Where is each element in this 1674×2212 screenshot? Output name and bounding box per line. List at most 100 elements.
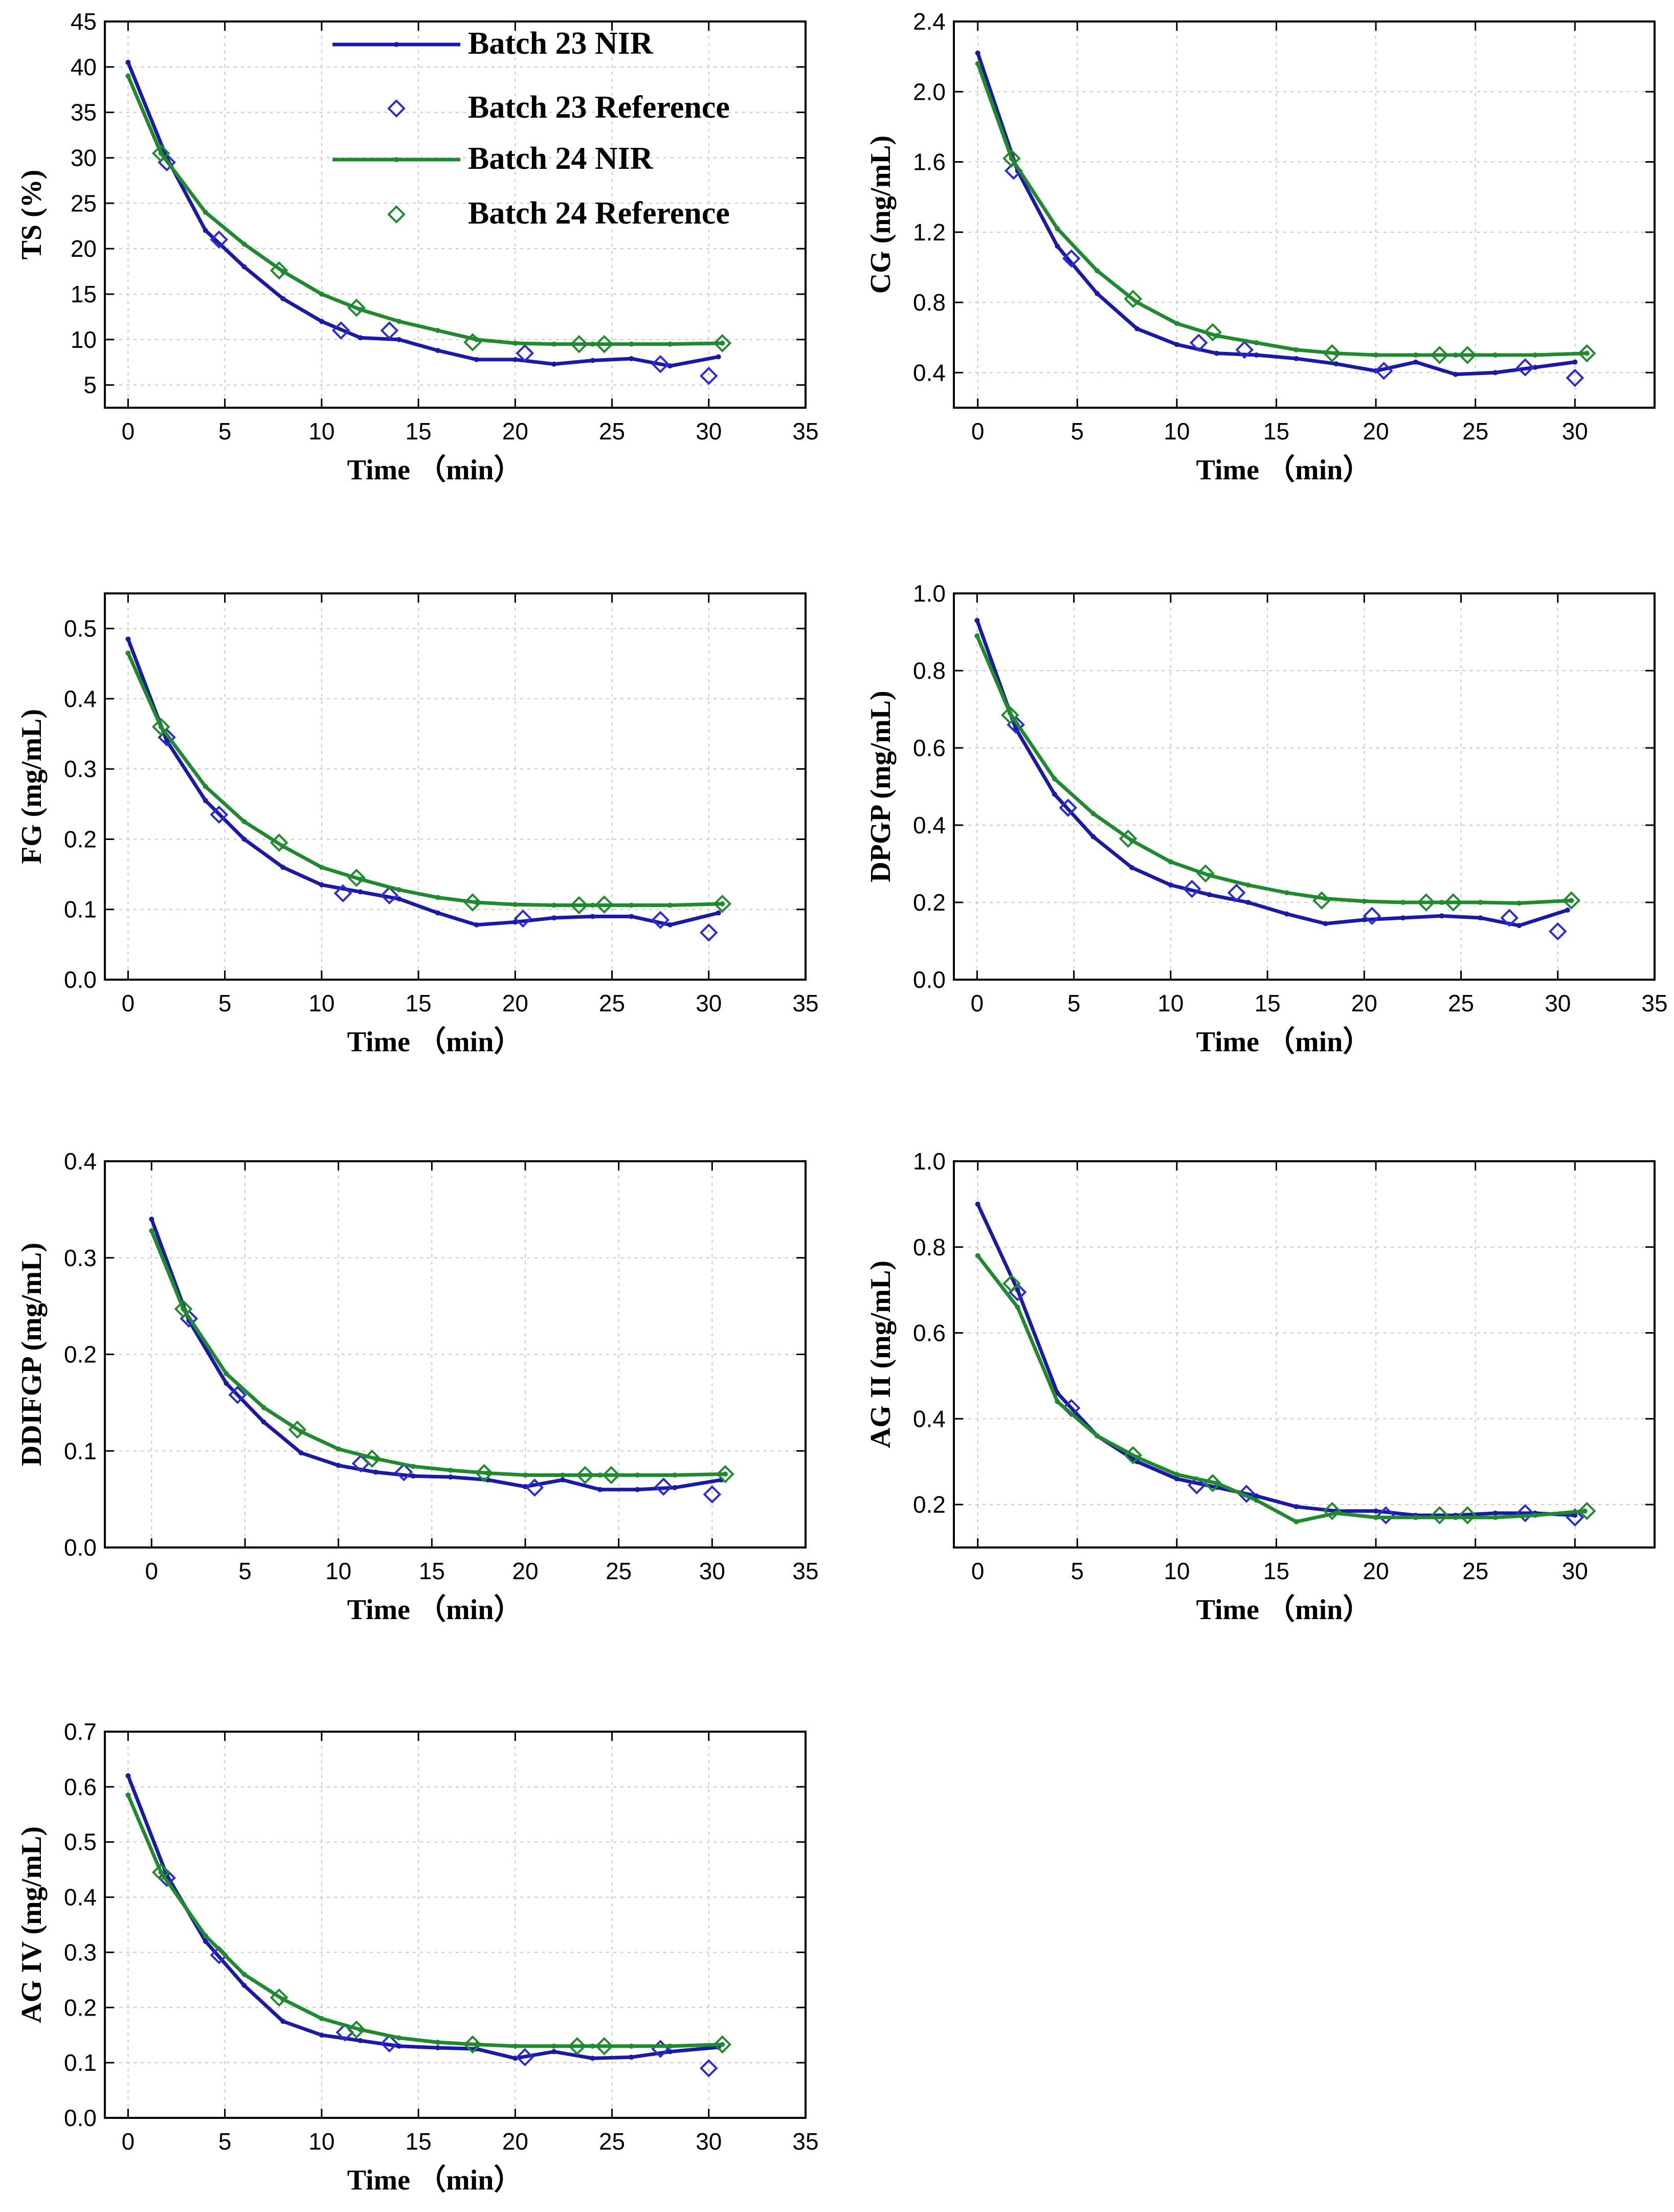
series-point bbox=[667, 902, 673, 908]
x-tick-label: 10 bbox=[325, 1558, 351, 1584]
x-axis-title: Time （min） bbox=[347, 1594, 523, 1626]
series-point bbox=[1323, 921, 1328, 926]
x-tick-label: 35 bbox=[1641, 990, 1667, 1016]
series-line-batch-24-nir bbox=[150, 1230, 725, 1477]
series-point bbox=[1245, 882, 1251, 888]
reference-marker bbox=[1323, 344, 1342, 363]
y-tick-label: 0.3 bbox=[64, 1245, 97, 1271]
reference-marker bbox=[1374, 362, 1393, 380]
y-tick-label: 30 bbox=[71, 144, 97, 171]
reference-marker bbox=[347, 2020, 366, 2039]
series-point bbox=[629, 2054, 634, 2060]
x-tick-label: 20 bbox=[502, 2128, 528, 2155]
reference-marker bbox=[1119, 829, 1137, 848]
x-tick-label: 0 bbox=[122, 418, 135, 445]
x-tick-label: 30 bbox=[1562, 1558, 1588, 1584]
x-tick-label: 20 bbox=[1363, 418, 1389, 445]
series-point bbox=[319, 291, 324, 297]
series-point bbox=[1492, 1515, 1498, 1520]
series-point bbox=[149, 1228, 154, 1233]
y-tick-label: 10 bbox=[71, 326, 97, 353]
series-point bbox=[1214, 350, 1219, 356]
x-tick-label: 15 bbox=[1255, 990, 1281, 1016]
series-point bbox=[1284, 911, 1289, 917]
reference-marker bbox=[1562, 891, 1581, 910]
series-point bbox=[164, 738, 170, 744]
y-tick-label: 0.8 bbox=[913, 289, 946, 316]
series-point bbox=[1293, 356, 1299, 361]
y-tick-label: 0.5 bbox=[64, 615, 97, 642]
x-tick-label: 5 bbox=[1071, 418, 1084, 445]
y-tick-label: 0.4 bbox=[913, 359, 946, 386]
series-point bbox=[975, 1253, 980, 1258]
reference-marker bbox=[174, 1299, 193, 1318]
reference-marker bbox=[1235, 340, 1254, 359]
series-point bbox=[1254, 1497, 1259, 1503]
series-point bbox=[551, 341, 557, 347]
reference-marker bbox=[1227, 883, 1246, 902]
x-tick-label: 15 bbox=[419, 1558, 445, 1584]
series-point bbox=[551, 915, 557, 921]
x-tick-label: 25 bbox=[1462, 1558, 1488, 1584]
series-point bbox=[319, 319, 324, 324]
chart-panel-ag4: 0 5 10 15 20 25 30 35 0.0 0.1 0.2 0.3 0.4 0.5 0.6 0.7 Ti… bbox=[16, 1718, 819, 2196]
reference-marker bbox=[602, 1466, 620, 1485]
series-line-batch-23-nir bbox=[126, 61, 719, 368]
reference-marker bbox=[1417, 893, 1436, 912]
x-tick-label: 15 bbox=[1263, 1558, 1289, 1584]
series-point bbox=[720, 2042, 725, 2047]
x-tick-label: 5 bbox=[218, 990, 232, 1016]
series-point bbox=[590, 358, 595, 363]
series-point bbox=[1492, 1510, 1498, 1516]
y-tick-label: 2.4 bbox=[913, 8, 946, 35]
series-point bbox=[396, 887, 402, 893]
reference-marker bbox=[713, 334, 732, 352]
reference-marker bbox=[1566, 368, 1584, 387]
y-tick-label: 0.2 bbox=[64, 826, 97, 852]
series-point bbox=[1373, 1515, 1379, 1520]
reference-marker bbox=[651, 355, 669, 373]
x-tick-label: 10 bbox=[1164, 1558, 1190, 1584]
series-point bbox=[512, 2043, 518, 2049]
series-point bbox=[1090, 811, 1096, 816]
y-axis-title: CG (mg/mL) bbox=[865, 136, 897, 294]
series-point bbox=[551, 2043, 557, 2049]
series-point bbox=[629, 356, 634, 362]
y-tick-label: 0.4 bbox=[64, 685, 97, 712]
reference-marker bbox=[210, 805, 229, 824]
reference-marker bbox=[331, 321, 350, 340]
series-point bbox=[1400, 915, 1406, 921]
reference-marker bbox=[1577, 344, 1596, 363]
reference-marker bbox=[1062, 249, 1081, 268]
series-point bbox=[125, 1793, 131, 1798]
y-tick-label: 1.6 bbox=[913, 149, 946, 175]
plot-frame bbox=[104, 1731, 807, 2119]
series-point bbox=[298, 1450, 304, 1456]
x-tick-label: 25 bbox=[1448, 990, 1474, 1016]
series-point bbox=[1134, 326, 1140, 331]
x-tick-label: 5 bbox=[238, 1558, 252, 1584]
series-point bbox=[635, 1472, 640, 1478]
series-point bbox=[1373, 1508, 1379, 1514]
y-tick-label: 0.4 bbox=[64, 1884, 97, 1911]
series-point bbox=[203, 210, 208, 215]
series-line-batch-23-nir bbox=[150, 1219, 722, 1492]
series-point bbox=[720, 340, 725, 346]
y-axis-title: AG IV (mg/mL) bbox=[16, 1826, 48, 2023]
series-point bbox=[1584, 350, 1590, 356]
series-point bbox=[203, 1933, 208, 1939]
x-tick-label: 15 bbox=[1263, 418, 1289, 445]
plot-frame bbox=[104, 20, 807, 409]
reference-marker bbox=[716, 1465, 734, 1484]
series-point bbox=[410, 1473, 416, 1479]
y-tick-label: 0.2 bbox=[913, 889, 946, 916]
x-tick-label: 0 bbox=[122, 990, 135, 1016]
series-point bbox=[203, 1938, 208, 1944]
x-tick-label: 10 bbox=[1164, 418, 1190, 445]
series-point bbox=[203, 784, 208, 789]
series-point bbox=[1413, 1515, 1418, 1520]
series-point bbox=[1095, 268, 1100, 274]
series-point bbox=[1400, 900, 1406, 905]
